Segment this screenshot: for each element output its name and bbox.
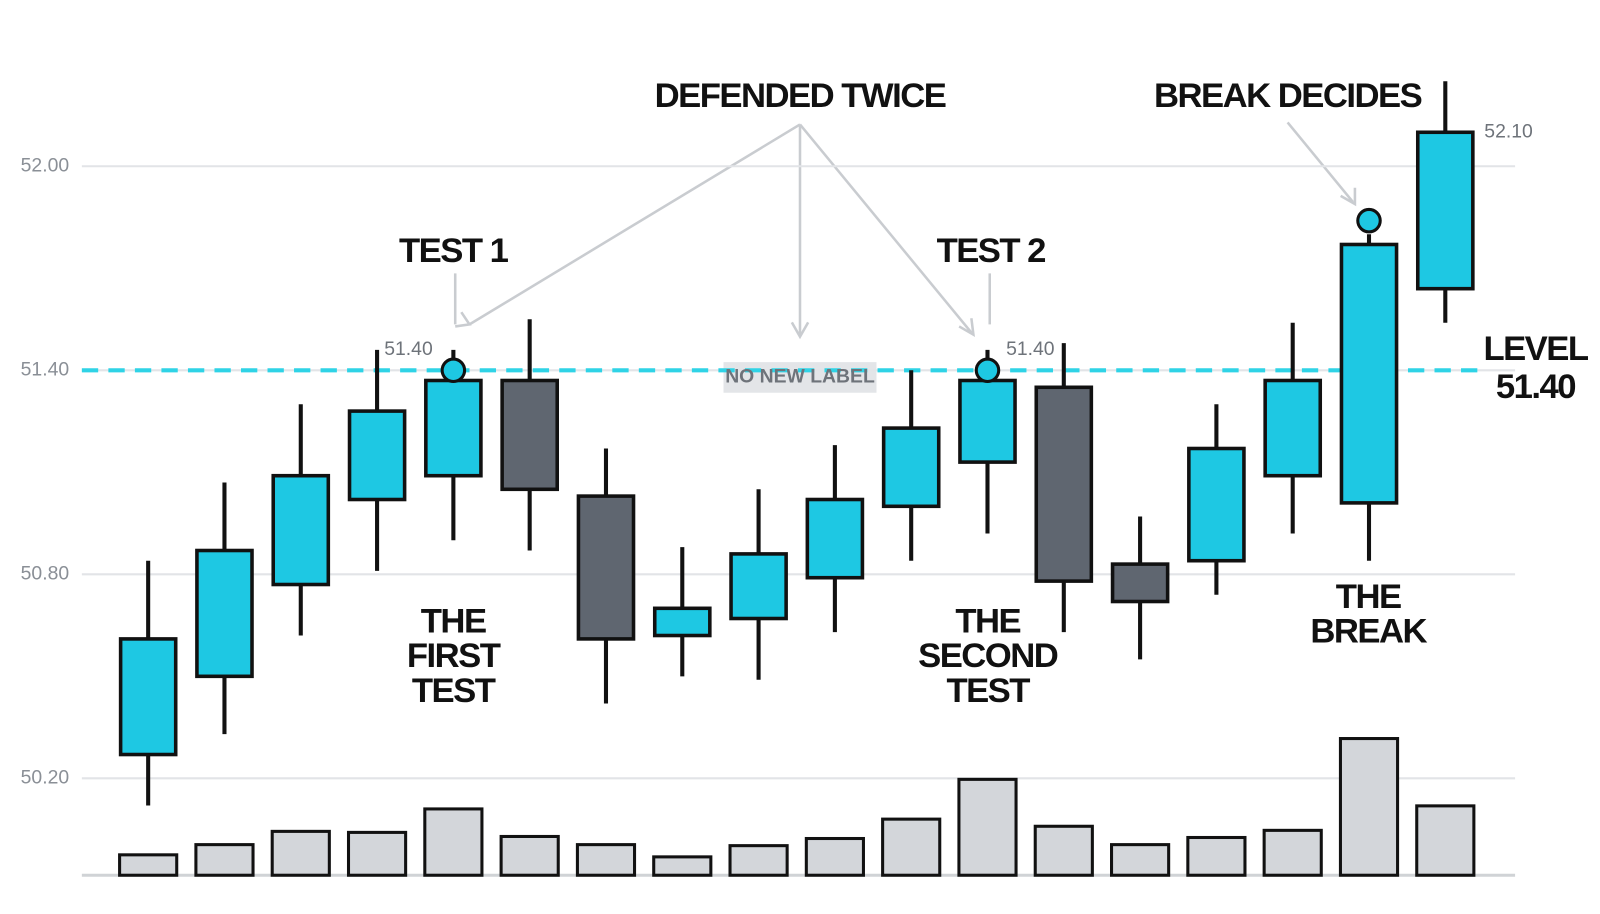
volume-bar <box>499 834 560 877</box>
y-tick-label: 52.00 <box>21 154 70 176</box>
annotation: BREAK <box>1310 613 1427 651</box>
volume-bar <box>1033 824 1094 877</box>
arrow-head <box>790 321 810 340</box>
volume-bar <box>728 844 789 877</box>
volume-bar <box>957 777 1018 877</box>
annotation: THE <box>421 602 486 640</box>
candle-body <box>1110 562 1170 604</box>
annotation: TEST 2 <box>937 232 1046 270</box>
candle-body <box>576 494 636 641</box>
annotation: TEST <box>412 672 496 710</box>
price-label: 52.10 <box>1484 120 1533 142</box>
volume-bar <box>270 829 331 877</box>
candle-body <box>118 637 178 757</box>
level-label: LEVEL <box>1483 330 1588 368</box>
candle-body <box>347 409 407 502</box>
annotation: THE <box>955 602 1020 640</box>
volume-bar <box>1415 804 1476 877</box>
volume-bar <box>1186 835 1247 877</box>
annotation: TEST <box>946 672 1030 710</box>
volume-bar <box>346 830 408 877</box>
volume-bar <box>1110 843 1171 877</box>
price-label: 51.40 <box>1006 338 1055 360</box>
arrow <box>468 123 801 326</box>
candle-body <box>805 497 865 580</box>
volume-bar <box>1262 828 1323 877</box>
candle-body <box>500 378 560 492</box>
touch-marker <box>1356 207 1382 234</box>
candle-body <box>424 378 483 478</box>
volume-bar <box>881 817 942 877</box>
annotation: SECOND <box>918 637 1058 675</box>
level-label: 51.40 <box>1496 368 1575 406</box>
touch-marker <box>974 357 1001 384</box>
candle-body <box>271 473 331 587</box>
arrows <box>453 121 1357 340</box>
candle-body <box>1034 385 1094 583</box>
arrow-head <box>1340 187 1357 207</box>
annotation: THE <box>1336 578 1401 616</box>
volume-bar <box>194 843 255 877</box>
volume-bar <box>1338 737 1400 877</box>
touch-marker <box>440 357 467 384</box>
y-tick-label: 51.40 <box>21 358 70 380</box>
annotation: DEFENDED TWICE <box>655 77 946 115</box>
arrow <box>799 123 973 334</box>
candle-body <box>958 378 1017 464</box>
annotation: BREAK DECIDES <box>1154 77 1422 115</box>
candle-body <box>729 552 788 621</box>
annotation: FIRST <box>407 637 501 675</box>
candle-body <box>1263 378 1323 478</box>
candle-body <box>1339 242 1399 505</box>
y-tick-label: 50.20 <box>21 766 70 788</box>
no-label-box <box>723 362 877 393</box>
annotation: TEST 1 <box>399 232 509 270</box>
volume-bar <box>575 843 637 877</box>
arrow-head <box>455 311 472 328</box>
price-label: 51.40 <box>384 338 433 360</box>
volume-bar <box>423 807 484 877</box>
arrow-head <box>958 318 975 337</box>
candle-body <box>652 606 712 638</box>
candle-body <box>1415 130 1475 291</box>
candle-body <box>1187 446 1246 563</box>
volume-bar <box>652 855 713 877</box>
candle-body <box>195 548 254 679</box>
volume-bar <box>118 853 179 877</box>
y-tick-label: 50.80 <box>21 562 70 584</box>
candle-body <box>881 426 941 509</box>
annotation: NO NEW LABEL <box>725 366 875 388</box>
volume-bar <box>804 836 865 877</box>
arrow <box>1286 121 1354 203</box>
